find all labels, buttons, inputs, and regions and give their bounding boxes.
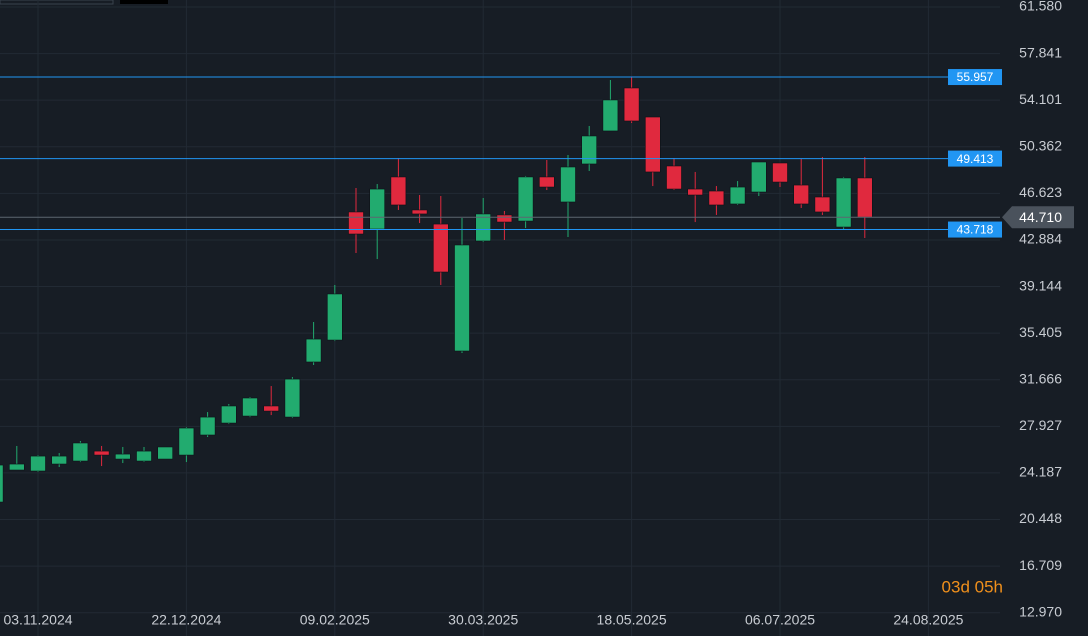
y-tick-label: 27.927	[1019, 417, 1062, 433]
candle-body	[199, 416, 216, 436]
y-tick-label: 46.623	[1019, 184, 1062, 200]
toolbar-box	[120, 0, 168, 4]
candle-body	[750, 161, 767, 193]
candle-body	[326, 293, 343, 341]
candle-body	[666, 165, 682, 190]
candle-body	[623, 87, 640, 122]
candle-body	[708, 190, 725, 206]
x-tick-label: 30.03.2025	[448, 612, 518, 628]
candle-body	[136, 450, 152, 462]
candle-body	[9, 463, 25, 471]
candle-body	[263, 405, 280, 412]
candle-body	[496, 214, 513, 223]
y-tick-label: 61.580	[1019, 0, 1062, 14]
candle-body	[221, 405, 237, 424]
overlay: 61.580 57.841 54.101 50.362 46.623 42.884 39.1…	[0, 0, 1074, 628]
candle-body	[454, 244, 470, 352]
last-price-label: 44.710	[1019, 209, 1062, 225]
y-tick-label: 35.405	[1019, 324, 1062, 340]
candle-body	[411, 209, 428, 215]
candle-body	[72, 442, 89, 462]
candle-body	[644, 116, 661, 173]
x-tick-label: 09.02.2025	[300, 612, 370, 628]
candle-body	[793, 184, 810, 205]
countdown: 03d 05h	[942, 577, 1003, 596]
level-label: 49.413	[957, 152, 994, 166]
y-tick-label: 16.709	[1019, 557, 1062, 573]
candle-body	[729, 186, 746, 205]
y-tick-label: 42.884	[1019, 231, 1062, 247]
grid	[0, 0, 1000, 636]
candle-body	[51, 455, 68, 465]
candle-body	[93, 450, 110, 456]
candle-body	[115, 453, 131, 460]
candle-body	[772, 162, 788, 183]
x-tick-label: 18.05.2025	[597, 612, 667, 628]
candle-body	[369, 188, 386, 230]
candle-body	[0, 464, 4, 503]
x-tick-label: 24.08.2025	[893, 612, 963, 628]
candle-body	[284, 378, 301, 418]
candle-body	[432, 223, 449, 273]
level-label-box	[948, 69, 1002, 86]
y-tick-label: 12.970	[1019, 603, 1062, 619]
level-label-box	[948, 150, 1002, 167]
candle-body	[538, 176, 555, 188]
y-tick-label: 24.187	[1019, 464, 1062, 480]
y-tick-label: 31.666	[1019, 370, 1062, 386]
level-label: 43.718	[957, 223, 994, 237]
toolbar-edge	[0, 0, 114, 5]
y-tick-label: 57.841	[1019, 44, 1062, 60]
candle-body	[602, 99, 619, 132]
level-label: 55.957	[957, 70, 994, 84]
y-tick-label: 50.362	[1019, 137, 1062, 153]
candle-body	[517, 176, 534, 222]
candle-body	[856, 177, 873, 218]
x-tick-label: 22.12.2024	[151, 612, 221, 628]
candle-body	[348, 211, 364, 235]
candle-body	[305, 338, 322, 363]
candle-body	[157, 446, 173, 460]
y-tick-label: 20.448	[1019, 510, 1062, 526]
candle-body	[390, 176, 407, 206]
candle-body	[475, 213, 492, 242]
candle-body	[581, 135, 598, 165]
candle-body	[687, 188, 704, 196]
x-tick-label: 06.07.2025	[745, 612, 815, 628]
last-price-box	[1002, 206, 1074, 229]
level-label-box	[948, 221, 1002, 238]
x-tick-label: 03.11.2024	[3, 612, 72, 628]
y-tick-label: 54.101	[1019, 91, 1062, 107]
candle-body	[835, 177, 852, 228]
candle-body	[178, 427, 195, 456]
y-tick-label: 39.144	[1019, 277, 1062, 293]
candle-body	[30, 455, 46, 472]
candle-body	[560, 166, 576, 203]
candle-body	[242, 397, 258, 417]
candle-body	[814, 196, 831, 213]
